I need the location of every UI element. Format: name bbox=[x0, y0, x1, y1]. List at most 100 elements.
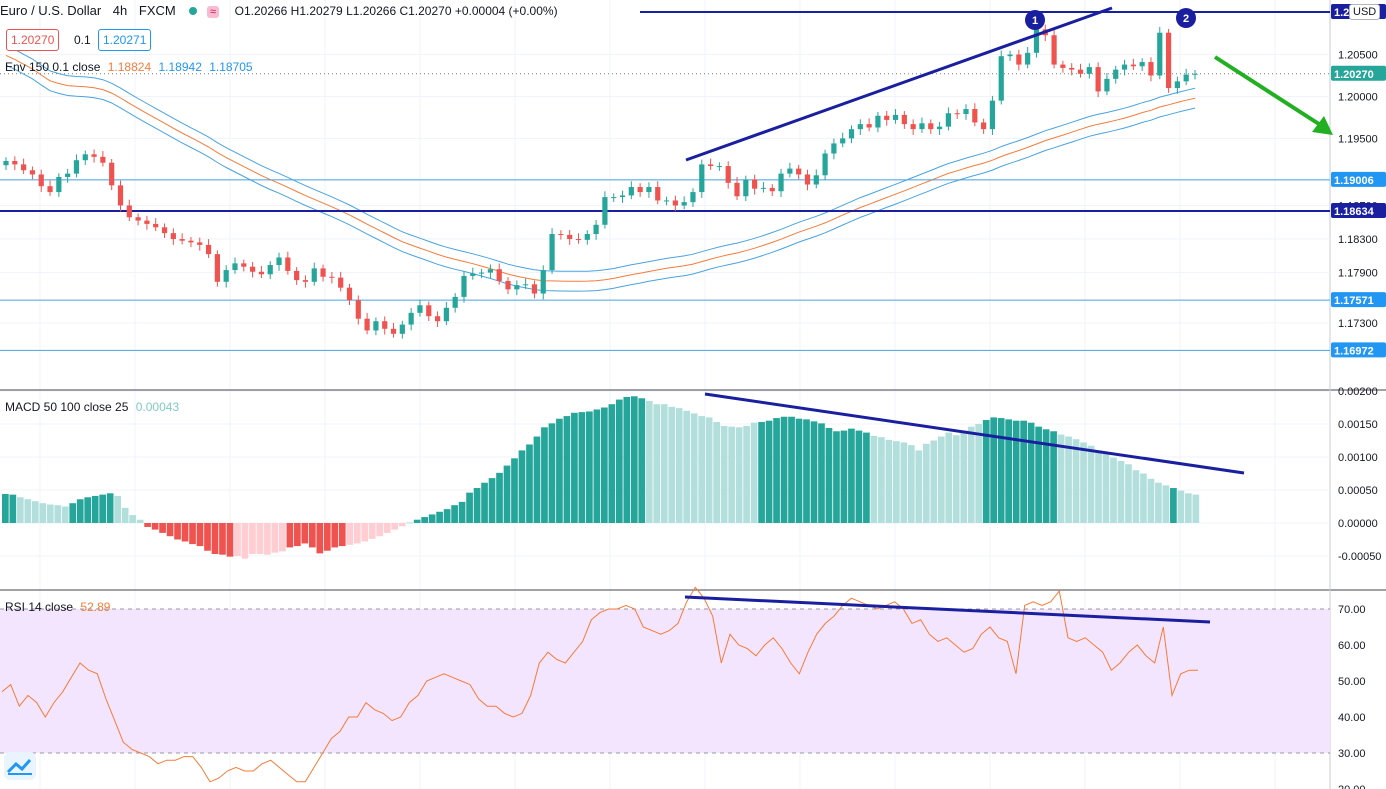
macd-histogram-bar bbox=[1125, 464, 1132, 523]
tradingview-logo-icon[interactable] bbox=[4, 752, 36, 780]
macd-histogram-bar bbox=[121, 507, 129, 523]
macd-histogram-bar bbox=[361, 523, 369, 542]
candle-body bbox=[593, 224, 599, 234]
rsi-legend[interactable]: RSI 14 close 52.89 bbox=[5, 600, 110, 614]
macd-histogram-bar bbox=[443, 509, 451, 523]
macd-histogram-bar bbox=[683, 410, 691, 523]
candle-body bbox=[338, 277, 344, 288]
interval-label[interactable]: 4h bbox=[112, 3, 128, 18]
candle-body bbox=[972, 109, 978, 123]
candle-body bbox=[523, 284, 529, 286]
macd-histogram-bar bbox=[1185, 493, 1192, 523]
candle-body bbox=[487, 269, 494, 273]
candle-body bbox=[637, 187, 643, 193]
macd-histogram-bar bbox=[151, 523, 159, 530]
macd-histogram-bar bbox=[578, 412, 586, 523]
candle-body bbox=[778, 173, 784, 192]
macd-histogram-bar bbox=[885, 439, 893, 523]
macd-histogram-bar bbox=[136, 519, 144, 523]
macd-histogram-bar bbox=[713, 422, 720, 523]
macd-histogram-bar bbox=[234, 523, 241, 556]
bid-price-badge[interactable]: 1.20270 bbox=[6, 29, 60, 51]
candle-body bbox=[796, 168, 802, 175]
wave-label-circle bbox=[1025, 10, 1045, 30]
macd-histogram-bar bbox=[586, 411, 593, 523]
macd-histogram-bar bbox=[720, 425, 728, 523]
candle-body bbox=[655, 187, 661, 201]
candle-body bbox=[311, 268, 317, 282]
macd-histogram-bar bbox=[271, 523, 279, 553]
macd-histogram-bar bbox=[511, 458, 518, 523]
macd-histogram-bar bbox=[735, 427, 743, 523]
macd-histogram-bar bbox=[1095, 450, 1102, 523]
candle-body bbox=[619, 195, 626, 198]
macd-histogram-bar bbox=[855, 430, 863, 523]
candle-body bbox=[399, 324, 405, 334]
macd-histogram-bar bbox=[982, 420, 990, 523]
macd-histogram-bar bbox=[181, 523, 189, 542]
macd-histogram-bar bbox=[16, 497, 24, 523]
macd-histogram-bar bbox=[1132, 470, 1140, 523]
candle-body bbox=[470, 273, 476, 276]
candle-body bbox=[1183, 74, 1189, 82]
price-tick-label: 1.18300 bbox=[1338, 234, 1378, 246]
macd-histogram-bar bbox=[2, 493, 9, 523]
macd-histogram-bar bbox=[346, 523, 354, 545]
level-price-tag bbox=[1331, 203, 1386, 219]
macd-histogram-bar bbox=[279, 523, 286, 552]
candle-body bbox=[866, 124, 872, 128]
macd-histogram-bar bbox=[893, 441, 900, 523]
symbol-title[interactable]: Euro / U.S. Dollar bbox=[0, 3, 102, 18]
macd-histogram-bar bbox=[503, 465, 511, 523]
candle-body bbox=[38, 174, 44, 187]
candle-body bbox=[840, 138, 846, 144]
candle-body bbox=[936, 126, 943, 130]
envelope-lower-line bbox=[5, 64, 1196, 292]
candle-body bbox=[584, 234, 590, 240]
macd-tick-label: 0.00150 bbox=[1338, 419, 1378, 431]
candle-body bbox=[223, 270, 229, 282]
candle-body bbox=[294, 270, 300, 281]
rsi-tick-label: 60.00 bbox=[1338, 640, 1366, 652]
rsi-tick-label: 50.00 bbox=[1338, 676, 1366, 688]
indicator-toggle-icon[interactable]: ≈ bbox=[206, 6, 220, 18]
candle-body bbox=[928, 123, 934, 130]
macd-histogram-bar bbox=[952, 435, 960, 523]
trend-line-macd bbox=[704, 392, 1245, 475]
macd-histogram-bar bbox=[46, 504, 54, 523]
macd-histogram-bar bbox=[945, 432, 953, 523]
macd-histogram-bar bbox=[9, 494, 17, 523]
macd-histogram-bar bbox=[922, 443, 930, 523]
macd-histogram-bar bbox=[1020, 420, 1027, 523]
macd-histogram-bar bbox=[106, 493, 114, 523]
price-tick-label: 1.19500 bbox=[1338, 133, 1378, 145]
macd-histogram-bar bbox=[226, 523, 234, 557]
macd-legend[interactable]: MACD 50 100 close 25 0.00043 bbox=[5, 400, 179, 414]
rsi-tick-label: 40.00 bbox=[1338, 712, 1366, 724]
macd-histogram-bar bbox=[466, 492, 473, 523]
env-legend[interactable]: Env 150 0.1 close 1.18824 1.18942 1.1870… bbox=[5, 60, 253, 74]
macd-histogram-bar bbox=[960, 430, 968, 523]
macd-histogram-bar bbox=[623, 396, 631, 523]
macd-histogram-bar bbox=[76, 499, 84, 523]
macd-histogram-bar bbox=[601, 407, 608, 523]
macd-tick-label: 0.00200 bbox=[1338, 386, 1378, 398]
macd-histogram-bar bbox=[900, 442, 908, 523]
macd-histogram-bar bbox=[69, 503, 77, 523]
candle-body bbox=[267, 265, 273, 275]
macd-histogram-bar bbox=[863, 432, 870, 523]
candle-body bbox=[329, 276, 335, 278]
macd-histogram-bar bbox=[383, 523, 391, 533]
macd-histogram-bar bbox=[1050, 431, 1057, 523]
macd-histogram-bar bbox=[1042, 429, 1050, 523]
candle-body bbox=[47, 186, 53, 193]
last-price-tag bbox=[1331, 65, 1386, 81]
ask-price-badge[interactable]: 1.20271 bbox=[98, 29, 152, 51]
macd-histogram-bar bbox=[1147, 478, 1155, 523]
candle-body bbox=[716, 166, 722, 168]
currency-badge[interactable]: USD bbox=[1349, 4, 1381, 20]
macd-histogram-bar bbox=[1170, 488, 1177, 523]
macd-histogram-bar bbox=[473, 488, 481, 523]
